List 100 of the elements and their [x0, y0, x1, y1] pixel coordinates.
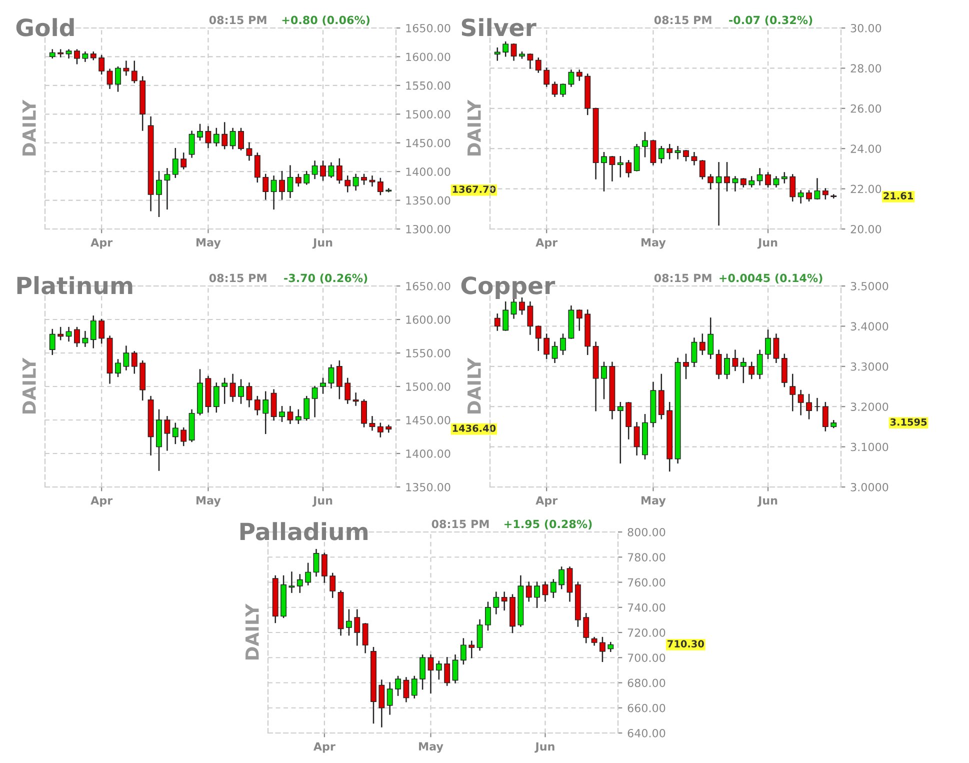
candlestick	[377, 178, 384, 196]
y-tick-label: 1650.00	[406, 282, 450, 290]
y-tick-label: 30.00	[850, 24, 882, 32]
candlestick	[254, 396, 260, 416]
annotation: 1436.40	[452, 424, 496, 432]
x-tick-label: May	[419, 742, 444, 753]
candlestick	[246, 142, 252, 161]
candlestick	[238, 379, 244, 404]
y-tick-label: 3.2000	[850, 402, 888, 411]
candlestick	[601, 152, 607, 192]
candlestick	[765, 330, 771, 359]
candlestick	[493, 592, 500, 614]
y-tick-label: 26.00	[850, 104, 882, 113]
candlestick	[330, 572, 336, 598]
candlestick	[599, 636, 606, 662]
y-tick-label: 24.00	[850, 144, 882, 153]
candlestick	[395, 676, 401, 696]
candlestick	[346, 609, 352, 636]
candlestick	[806, 394, 812, 420]
candlestick	[188, 130, 195, 158]
candlestick	[106, 68, 113, 89]
text: 710.30	[668, 640, 704, 648]
x-tick-label: Jun	[312, 496, 332, 507]
y-tick-label: 760.00	[628, 578, 666, 587]
y-tick-label: 1450.00	[406, 416, 450, 424]
candlestick	[724, 162, 730, 192]
y-tick-label: 1550.00	[406, 348, 450, 358]
candlestick	[560, 84, 566, 97]
x-tick-label: Apr	[536, 238, 558, 249]
candlestick	[568, 70, 574, 87]
candlestick	[748, 176, 755, 188]
y-tick-label: 1650.00	[406, 24, 450, 32]
candlestick	[617, 156, 624, 178]
y-tick-label: 1350.00	[406, 196, 450, 205]
candlestick	[98, 54, 105, 75]
candlestick	[222, 122, 228, 150]
y-tick-label: 3.5000	[850, 282, 888, 290]
text: -0.07 (0.32%)	[729, 16, 812, 26]
candlestick	[798, 390, 804, 416]
x-tick-label: May	[196, 496, 221, 507]
text: 3.1595	[890, 418, 927, 426]
candlestick	[609, 156, 616, 182]
text: 08:15 PM	[654, 274, 712, 282]
candlestick	[296, 574, 303, 593]
candlestick	[403, 677, 410, 702]
candlestick	[502, 301, 509, 331]
y-tick-label: 1400.00	[406, 168, 450, 176]
candlestick	[377, 422, 384, 438]
x-tick-label: Jun	[757, 238, 778, 249]
x-tick-label: Apr	[313, 742, 336, 753]
candlestick	[468, 640, 475, 658]
candlestick	[544, 68, 550, 87]
candlestick	[699, 160, 706, 180]
y-tick-label: 20.00	[850, 224, 882, 234]
candlestick	[485, 602, 491, 631]
candlestick	[716, 162, 722, 226]
text: 21.61	[884, 192, 913, 200]
y-tick-label: 1450.00	[406, 138, 450, 148]
candlestick	[270, 389, 277, 421]
y-tick-label: 1400.00	[406, 449, 450, 458]
candlestick	[576, 309, 582, 331]
candlestick	[313, 548, 320, 577]
candlestick	[172, 148, 178, 178]
x-tick-label: Jun	[312, 238, 332, 249]
candlestick	[213, 382, 220, 413]
x-tick-label: Apr	[90, 238, 113, 249]
y-tick-label: 700.00	[628, 654, 666, 662]
candlestick	[814, 398, 820, 412]
candlestick	[58, 326, 64, 340]
candlestick	[279, 170, 285, 200]
candlestick	[683, 150, 689, 162]
y-tick-label: 640.00	[628, 728, 666, 738]
y-tick-label: 3.3000	[850, 362, 888, 371]
candlestick	[699, 334, 706, 355]
candlestick	[583, 613, 590, 644]
y-tick-label: 660.00	[628, 704, 666, 712]
candlestick	[790, 174, 796, 202]
candlestick	[740, 358, 746, 384]
candlestick	[666, 144, 673, 160]
x-tick-label: May	[641, 496, 666, 507]
candlestick	[534, 582, 540, 608]
y-axis-title: DAILY	[246, 604, 259, 660]
candlestick	[172, 422, 178, 444]
candlestick	[361, 174, 367, 185]
candlestick	[773, 334, 780, 364]
candlestick	[550, 579, 556, 598]
candlestick	[519, 297, 525, 315]
candlestick	[362, 623, 368, 654]
candlestick	[756, 350, 763, 380]
text: +0.80 (0.06%)	[282, 16, 370, 26]
y-tick-label: 1350.00	[406, 482, 450, 492]
candlestick	[279, 406, 285, 422]
candlestick	[304, 170, 310, 185]
candlestick	[683, 354, 689, 380]
candlestick	[321, 552, 328, 583]
candlestick	[230, 374, 236, 402]
candlestick	[262, 174, 269, 200]
y-tick-label: 1550.00	[406, 81, 450, 90]
candlestick	[312, 160, 318, 180]
candlestick	[74, 49, 80, 64]
